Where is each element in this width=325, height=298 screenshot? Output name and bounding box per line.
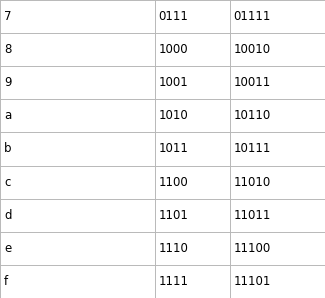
- Text: 1101: 1101: [159, 209, 188, 222]
- Text: 11011: 11011: [234, 209, 271, 222]
- Text: 1111: 1111: [159, 275, 188, 288]
- Text: 1110: 1110: [159, 242, 188, 255]
- Text: 0111: 0111: [159, 10, 188, 23]
- Text: 1100: 1100: [159, 176, 188, 189]
- Text: 8: 8: [4, 43, 11, 56]
- Text: 10111: 10111: [234, 142, 271, 156]
- Text: 01111: 01111: [234, 10, 271, 23]
- Text: 11010: 11010: [234, 176, 271, 189]
- Text: 10010: 10010: [234, 43, 271, 56]
- Text: 10110: 10110: [234, 109, 271, 122]
- Text: 11100: 11100: [234, 242, 271, 255]
- Text: a: a: [4, 109, 11, 122]
- Text: 11101: 11101: [234, 275, 271, 288]
- Text: 1010: 1010: [159, 109, 188, 122]
- Text: c: c: [4, 176, 10, 189]
- Text: e: e: [4, 242, 11, 255]
- Text: 7: 7: [4, 10, 11, 23]
- Text: f: f: [4, 275, 8, 288]
- Text: 1001: 1001: [159, 76, 188, 89]
- Text: 1000: 1000: [159, 43, 188, 56]
- Text: b: b: [4, 142, 11, 156]
- Text: 1011: 1011: [159, 142, 188, 156]
- Text: 10011: 10011: [234, 76, 271, 89]
- Text: d: d: [4, 209, 11, 222]
- Text: 9: 9: [4, 76, 11, 89]
